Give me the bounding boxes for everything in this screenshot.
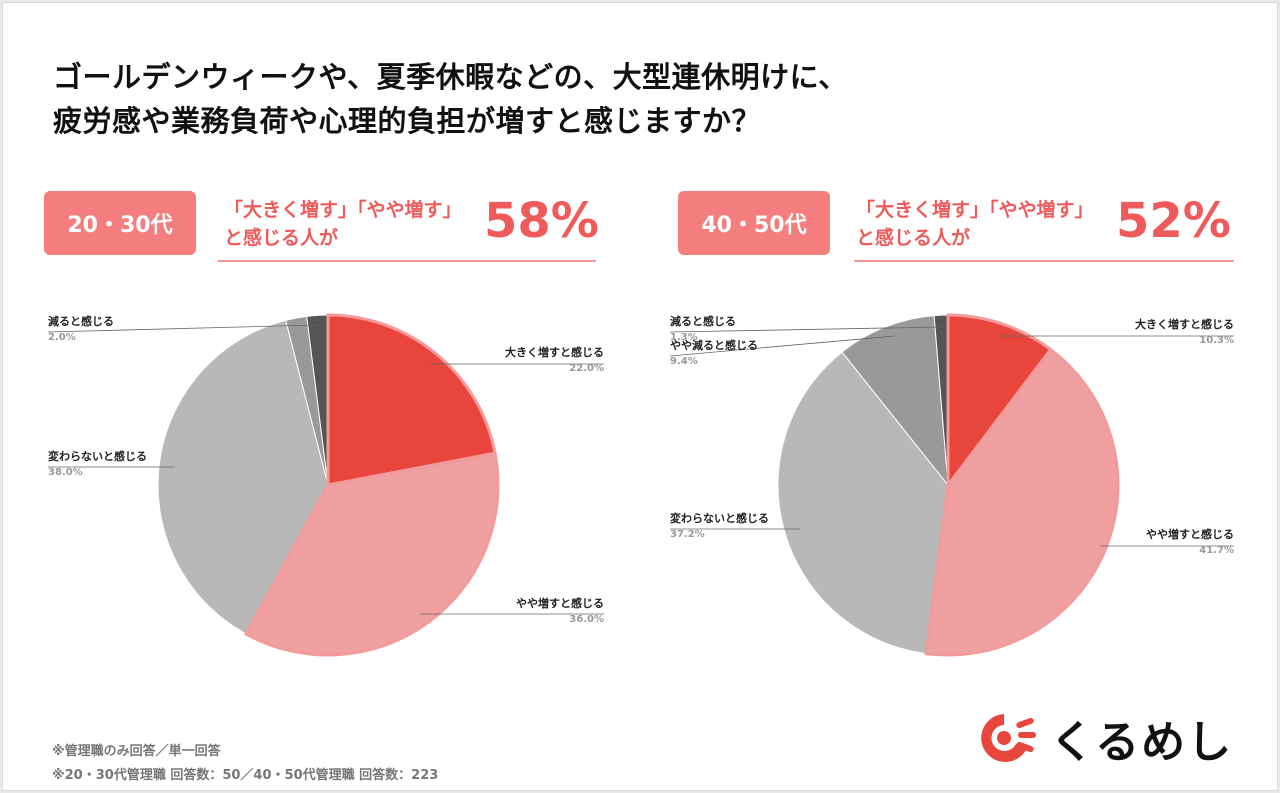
leader-line-decrease xyxy=(669,326,943,333)
label-large-increase: 大きく増すと感じる xyxy=(505,345,604,359)
value-decrease: 1.3% xyxy=(670,332,698,343)
footnote-1: ※管理職のみ回答／単一回答 xyxy=(52,744,221,759)
summary-percent-20-30: 58% xyxy=(484,193,599,249)
summary-line-1: 「大きく増す」「やや増す」 xyxy=(856,199,1094,221)
summary-line-2: と感じる人が xyxy=(224,227,339,249)
kurumeshi-logo: くるめし xyxy=(976,706,1233,770)
value-slight-increase: 41.7% xyxy=(1199,545,1234,556)
summary-rule-20-30 xyxy=(218,260,596,262)
pie-chart-20-30: 大きく増すと感じる 22.0% やや増すと感じる 36.0% 変わらないと感じる 38.0… xyxy=(47,313,604,657)
leader-line-slight-decrease xyxy=(669,335,896,357)
pie-slice-no-change xyxy=(157,319,329,635)
label-no-change: 変わらないと感じる xyxy=(670,511,769,525)
pie-slice-slight-decrease xyxy=(841,315,949,487)
value-decrease: 2.0% xyxy=(48,332,76,343)
summary-percent-40-50: 52% xyxy=(1116,193,1231,249)
title-line-1: ゴールデンウィークや、夏季休暇などの、大型連休明けに、 xyxy=(53,60,848,94)
title-line-2: 疲労感や業務負荷や心理的負担が増すと感じますか？ xyxy=(53,104,762,138)
label-slight-decrease: やや減ると感じる xyxy=(670,338,758,352)
label-large-increase: 大きく増すと感じる xyxy=(1135,317,1234,331)
pie-slice-slight-increase xyxy=(924,347,1120,657)
summary-line-1: 「大きく増す」「やや増す」 xyxy=(224,199,462,221)
summary-rule-40-50 xyxy=(854,260,1234,262)
value-slight-increase: 36.0% xyxy=(569,614,604,625)
label-slight-increase: やや増すと感じる xyxy=(1146,527,1234,541)
label-slight-increase: やや増すと感じる xyxy=(516,596,604,610)
pie-slice-no-change xyxy=(777,351,949,655)
logo-mark-icon xyxy=(981,714,1036,762)
value-large-increase: 22.0% xyxy=(569,363,604,374)
value-no-change: 38.0% xyxy=(48,467,83,478)
age-badge-40-50: 40・50代 xyxy=(678,191,830,255)
summary-text-40-50: 「大きく増す」「やや増す」 と感じる人が xyxy=(856,196,1094,252)
age-badge-20-30: 20・30代 xyxy=(44,191,196,255)
value-no-change: 37.2% xyxy=(670,529,705,540)
label-decrease: 減ると感じる xyxy=(48,314,114,328)
pie-slice-slight-increase xyxy=(244,451,500,657)
leader-line-decrease xyxy=(47,324,319,333)
summary-line-2: と感じる人が xyxy=(856,227,971,249)
summary-text-20-30: 「大きく増す」「やや増す」 と感じる人が xyxy=(224,196,462,252)
footnote-2: ※20・30代管理職 回答数：50／40・50代管理職 回答数：223 xyxy=(52,768,439,783)
label-no-change: 変わらないと感じる xyxy=(48,449,147,463)
value-slight-decrease: 9.4% xyxy=(670,356,698,367)
logo-text: くるめし xyxy=(1050,717,1234,768)
page-title: ゴールデンウィークや、夏季休暇などの、大型連休明けに、 疲労感や業務負荷や心理的… xyxy=(53,55,848,143)
label-decrease: 減ると感じる xyxy=(670,314,736,328)
pie-chart-40-50: 大きく増すと感じる 10.3% やや増すと感じる 41.7% 変わらないと感じる 37.2… xyxy=(669,313,1234,657)
pie-slice-large-increase xyxy=(946,313,1053,490)
value-large-increase: 10.3% xyxy=(1199,335,1234,346)
pie-slice-large-increase xyxy=(326,313,497,487)
